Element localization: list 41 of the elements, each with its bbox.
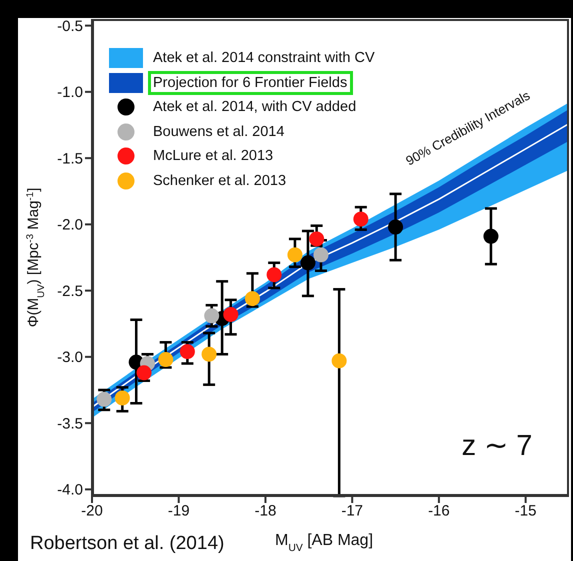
point xyxy=(244,291,260,306)
legend-label: McLure et al. 2013 xyxy=(153,148,274,164)
point xyxy=(114,390,130,406)
point xyxy=(136,365,152,380)
y-tick-label: -1.0 xyxy=(57,84,83,102)
legend-label: Schenker et al. 2013 xyxy=(153,172,286,189)
point xyxy=(223,306,238,322)
y-tick-label: -3.5 xyxy=(57,415,83,432)
point xyxy=(309,231,324,246)
annotation: z ∼ 7 xyxy=(462,430,532,462)
point xyxy=(332,353,347,368)
legend-label: Projection for 6 Frontier Fields xyxy=(153,74,348,90)
point xyxy=(158,352,174,368)
point xyxy=(300,255,316,270)
x-axis-title: M$_{UV}$ [AB Mag] xyxy=(275,532,374,554)
x-tick-label: -18 xyxy=(254,502,276,520)
point xyxy=(313,247,328,262)
point xyxy=(204,308,220,324)
y-tick-label: -0.5 xyxy=(57,18,83,35)
point xyxy=(202,346,217,362)
point xyxy=(388,220,404,235)
text: Robertson et al. (2014) xyxy=(30,533,224,554)
legend-label: Bouwens et al. 2014 xyxy=(153,124,284,140)
y-tick-label: -4.0 xyxy=(57,482,83,499)
y-tick-label: -3.0 xyxy=(57,349,83,366)
x-tick-label: -20 xyxy=(81,502,103,520)
point xyxy=(180,344,195,360)
legend-label: Atek et al. 2014, with CV added xyxy=(153,99,356,116)
legend-label: Atek et al. 2014 constraint with CV xyxy=(153,50,375,66)
x-tick-label: -15 xyxy=(514,502,536,520)
point xyxy=(353,212,368,227)
point xyxy=(287,247,302,262)
point xyxy=(96,392,112,407)
y-tick-label: -1.5 xyxy=(57,150,83,168)
y-tick-label: -2.5 xyxy=(57,282,83,300)
x-tick-label: -19 xyxy=(168,502,190,520)
y-tick-label: -2.0 xyxy=(57,216,83,234)
point xyxy=(266,267,282,282)
x-tick-label: -16 xyxy=(428,502,450,520)
x-tick-label: -17 xyxy=(341,502,364,520)
point xyxy=(483,228,498,244)
